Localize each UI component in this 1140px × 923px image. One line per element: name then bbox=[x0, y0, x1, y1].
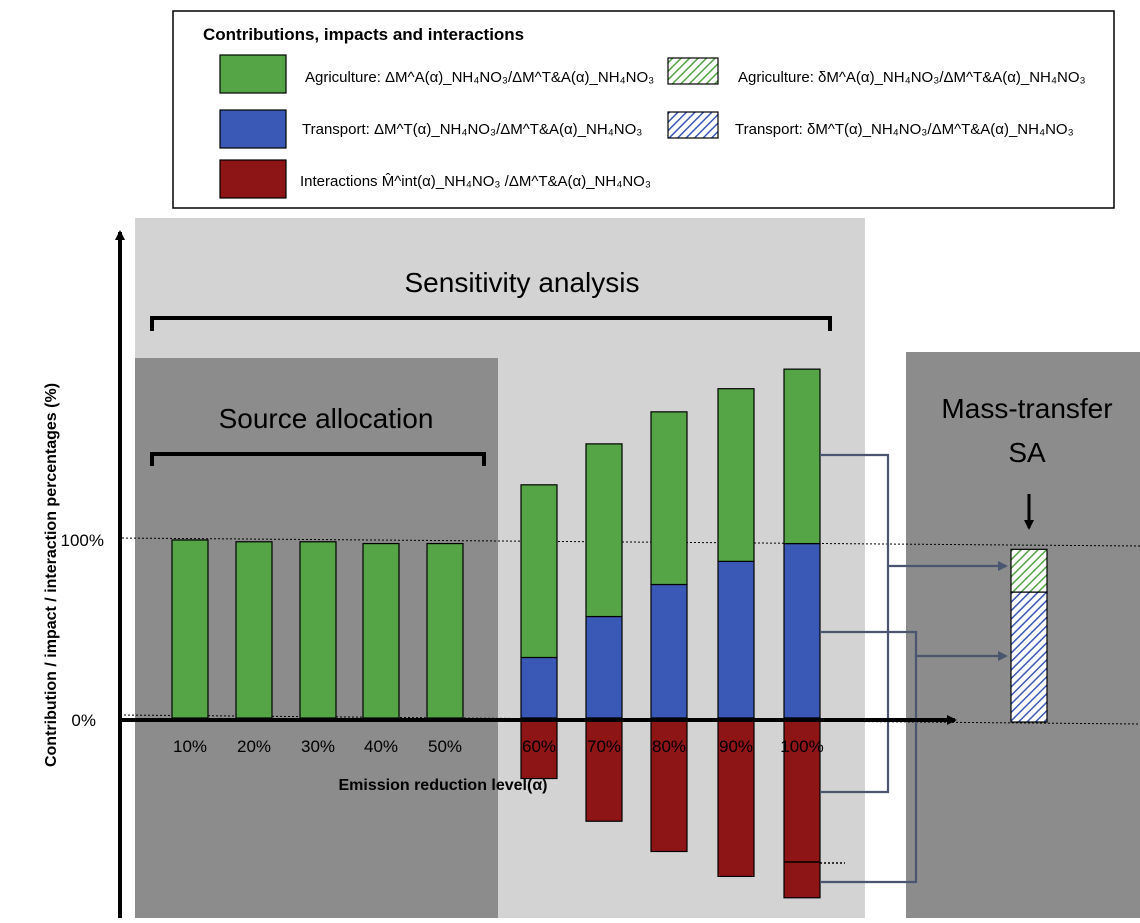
bar-agriculture-2 bbox=[235, 541, 273, 719]
source-allocation-bracket bbox=[150, 452, 486, 466]
bar-agriculture-5 bbox=[426, 542, 464, 719]
bar-interaction-7 bbox=[585, 717, 623, 822]
connector-agriculture bbox=[820, 453, 1008, 571]
x-tick-7: 70% bbox=[587, 737, 621, 756]
bars-group bbox=[171, 368, 821, 899]
x-tick-9: 90% bbox=[719, 737, 753, 756]
bar-interaction-9 bbox=[717, 717, 755, 878]
bar-interaction-8 bbox=[650, 717, 688, 853]
x-tick-5: 50% bbox=[428, 737, 462, 756]
x-tick-6: 60% bbox=[522, 737, 556, 756]
legend-swatch-agri bbox=[219, 54, 287, 94]
x-tick-labels: 10% 20% 30% 40% 50% 60% 70% 80% 90% 100% bbox=[173, 737, 824, 756]
x-axis-title: Emission reduction level(α) bbox=[339, 777, 548, 794]
sensitivity-title: Sensitivity analysis bbox=[405, 267, 640, 298]
legend-label-trans: Transport: ΔM^T(α)_NH₄NO₃/ΔM^T&A(α)_NH₄N… bbox=[302, 121, 642, 138]
bar-agriculture-1 bbox=[171, 539, 209, 719]
legend-label-agri: Agriculture: ΔM^A(α)_NH₄NO₃/ΔM^T&A(α)_NH… bbox=[305, 69, 654, 86]
x-tick-8: 80% bbox=[652, 737, 686, 756]
connector-interaction-transport bbox=[820, 656, 918, 884]
bar-transport-10 bbox=[783, 542, 821, 719]
bar-agriculture-3 bbox=[299, 541, 337, 719]
x-tick-2: 20% bbox=[237, 737, 271, 756]
mass-transfer-title-line2: SA bbox=[1008, 437, 1046, 468]
bar-agriculture-4 bbox=[362, 542, 400, 719]
x-tick-4: 40% bbox=[364, 737, 398, 756]
connector-transport bbox=[820, 630, 1008, 661]
mass-transfer-bar-group bbox=[1010, 548, 1048, 723]
mass-transfer-title-line1: Mass-transfer bbox=[941, 393, 1112, 424]
legend-swatch-trans bbox=[219, 109, 287, 149]
bar-agriculture-9 bbox=[717, 388, 755, 562]
legend-box bbox=[172, 10, 1115, 209]
bar-transport-7 bbox=[585, 615, 623, 719]
bar-agriculture-10 bbox=[783, 368, 821, 545]
legend-swatch-trans_mt bbox=[667, 111, 719, 139]
y-axis-title: Contribution / impact / interaction perc… bbox=[43, 383, 60, 767]
source-allocation-title: Source allocation bbox=[219, 403, 434, 434]
bar-agriculture-7 bbox=[585, 443, 623, 618]
mass-transfer-agriculture-bar bbox=[1010, 548, 1048, 593]
legend-label-agri_mt: Agriculture: δM^A(α)_NH₄NO₃/ΔM^T&A(α)_NH… bbox=[738, 69, 1086, 86]
y-tick-0: 0% bbox=[71, 711, 96, 730]
legend-items: Agriculture: ΔM^A(α)_NH₄NO₃/ΔM^T&A(α)_NH… bbox=[219, 54, 1086, 199]
legend-title: Contributions, impacts and interactions bbox=[203, 25, 524, 44]
connector-interaction-agriculture bbox=[820, 566, 890, 794]
bar-transport-9 bbox=[717, 560, 755, 719]
legend-swatch-agri_mt bbox=[667, 57, 719, 85]
bar-transport-8 bbox=[650, 583, 688, 719]
bar-interaction-6 bbox=[520, 717, 558, 780]
y-tick-100: 100% bbox=[61, 531, 104, 550]
legend: Contributions, impacts and interactions … bbox=[172, 10, 1115, 209]
bar-agriculture-6 bbox=[520, 484, 558, 659]
x-tick-10: 100% bbox=[780, 737, 823, 756]
x-tick-1: 10% bbox=[173, 737, 207, 756]
legend-label-trans_mt: Transport: δM^T(α)_NH₄NO₃/ΔM^T&A(α)_NH₄N… bbox=[735, 121, 1074, 138]
mass-transfer-transport-bar bbox=[1010, 591, 1048, 723]
sensitivity-bracket bbox=[150, 316, 832, 331]
connectors-group bbox=[820, 453, 1008, 884]
x-tick-3: 30% bbox=[301, 737, 335, 756]
bar-transport-6 bbox=[520, 656, 558, 719]
bar-agriculture-8 bbox=[650, 411, 688, 586]
legend-label-int: Interactions M̂^int(α)_NH₄NO₃ /ΔM^T&A(α)… bbox=[300, 173, 651, 190]
legend-swatch-int bbox=[219, 159, 287, 199]
